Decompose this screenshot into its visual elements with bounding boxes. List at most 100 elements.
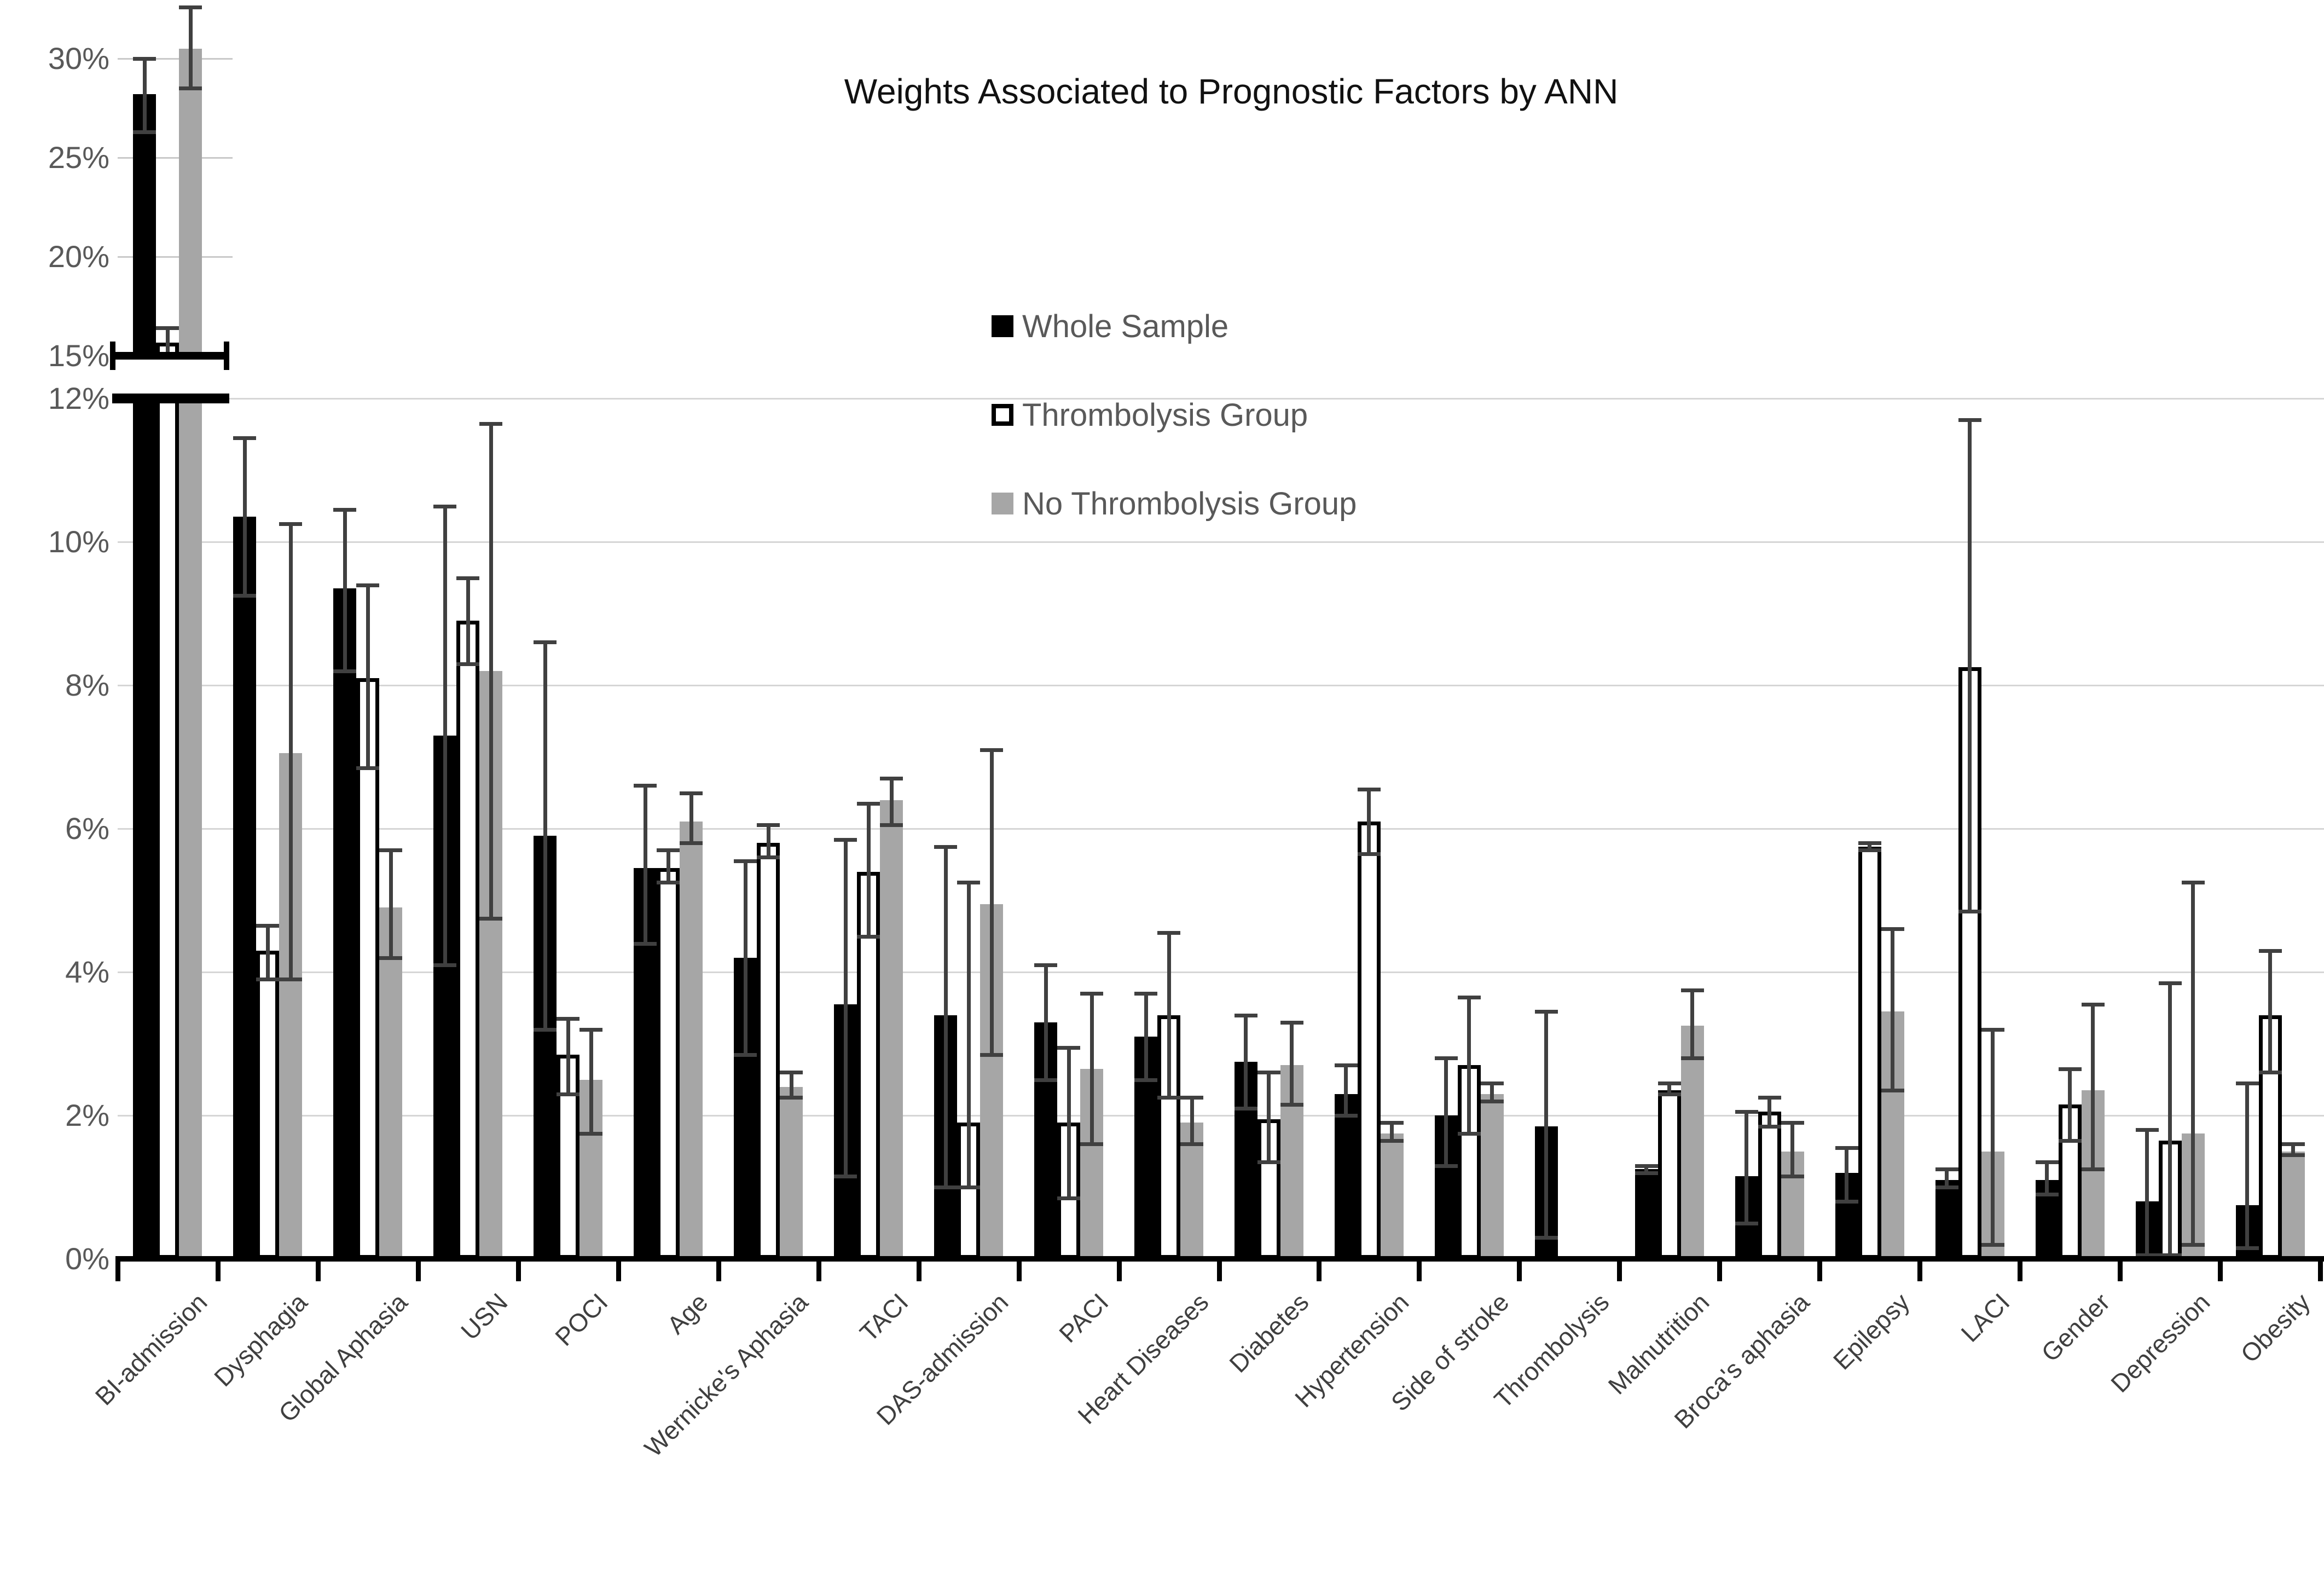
error-bar-cap [579,1131,603,1136]
error-bar-cap [1280,1020,1303,1025]
error-bar-cap [433,963,457,967]
x-axis-tick [916,1256,922,1281]
error-bar-cap [579,1027,603,1032]
error-bar-cap [1134,1078,1158,1082]
error-bar-cap [957,881,981,885]
error-bar-cap [934,845,958,849]
no-thrombolysis-swatch-icon [992,493,1013,514]
error-bar [1891,929,1895,1091]
error-bar-cap [179,86,202,91]
error-bar-cap [1157,930,1181,935]
error-bar-cap [456,662,480,666]
error-bar-cap [2058,1067,2082,1071]
error-bar-cap [2158,981,2182,985]
thrombolysis-swatch-icon [992,404,1013,426]
bar [757,843,780,1259]
error-bar [2291,1144,2296,1155]
error-bar [1968,420,1972,911]
error-bar-cap [2258,1071,2282,1075]
error-bar-cap [156,326,179,331]
error-bar-cap [1858,848,1881,853]
error-bar-cap [133,130,157,134]
x-axis-tick [1917,1256,1923,1281]
y-axis-label: 6% [65,811,109,846]
gridline [118,57,233,60]
error-bar [1544,1011,1549,1237]
error-bar [2091,1004,2095,1170]
gridline [118,398,2324,400]
error-bar-cap [2281,1142,2305,1147]
legend-item-whole-sample: Whole Sample [992,306,1357,346]
bar [133,94,157,356]
error-bar-cap [1657,1092,1681,1096]
error-bar-cap [1781,1175,1804,1179]
error-bar-cap [2158,1253,2182,1258]
error-bar-cap [1080,992,1104,996]
error-bar [1367,789,1371,854]
error-bar [1190,1097,1194,1144]
legend-label: Thrombolysis Group [1022,397,1308,433]
bar [156,398,179,1259]
error-bar-cap [680,841,703,846]
error-bar-cap [1357,787,1381,791]
bar [233,517,257,1259]
error-bar [142,58,147,132]
bar [2281,1151,2305,1259]
error-bar-cap [1657,1081,1681,1086]
error-bar-cap [534,1027,557,1032]
error-bar-cap [1334,1063,1358,1068]
error-bar [165,328,170,354]
x-axis-tick [1717,1256,1723,1281]
bar [256,950,280,1259]
error-bar [689,793,693,843]
error-bar-cap [1157,1096,1181,1100]
error-bar [1868,843,1872,851]
error-bar-cap [1958,418,1981,423]
error-bar-cap [1735,1221,1758,1225]
error-bar-cap [880,777,903,781]
error-bar-cap [780,1096,803,1100]
error-bar-cap [1881,1089,1904,1093]
error-bar-cap [1334,1114,1358,1118]
error-bar [643,785,647,944]
x-axis-tick [1216,1256,1222,1281]
error-bar [889,778,894,825]
error-bar [1444,1058,1448,1166]
error-bar [1044,964,1048,1080]
error-bar-cap [1635,1171,1658,1175]
error-bar [2145,1130,2149,1256]
error-bar-cap [1935,1185,1958,1189]
error-bar-cap [233,594,257,598]
error-bar [1945,1169,1949,1187]
x-axis-tick [215,1256,221,1281]
error-bar [766,825,770,858]
error-bar-cap [2035,1160,2059,1165]
bar [456,621,480,1259]
error-bar-cap [256,923,280,928]
axis-break-tick [110,342,115,370]
error-bar [989,749,994,1055]
x-axis-tick [2118,1256,2123,1281]
error-bar [966,882,971,1187]
x-axis-tick [115,1256,120,1281]
error-bar [2168,982,2172,1256]
bar [1858,846,1881,1259]
error-bar [1790,1123,1795,1177]
error-bar-cap [379,848,403,853]
error-bar [1290,1022,1294,1105]
error-bar-cap [1080,1142,1104,1147]
error-bar-cap [333,669,357,673]
error-bar-cap [857,934,880,939]
gridline [118,828,2324,830]
error-bar-cap [133,56,157,61]
error-bar [2191,882,2195,1245]
error-bar [1267,1072,1271,1162]
x-axis-tick [1116,1256,1122,1281]
error-bar [389,850,393,958]
bar [1380,1133,1404,1259]
bar [379,907,403,1259]
gridline [118,685,2324,686]
error-bar [466,577,470,664]
error-bar-cap [1534,1235,1558,1240]
error-bar [543,642,547,1029]
